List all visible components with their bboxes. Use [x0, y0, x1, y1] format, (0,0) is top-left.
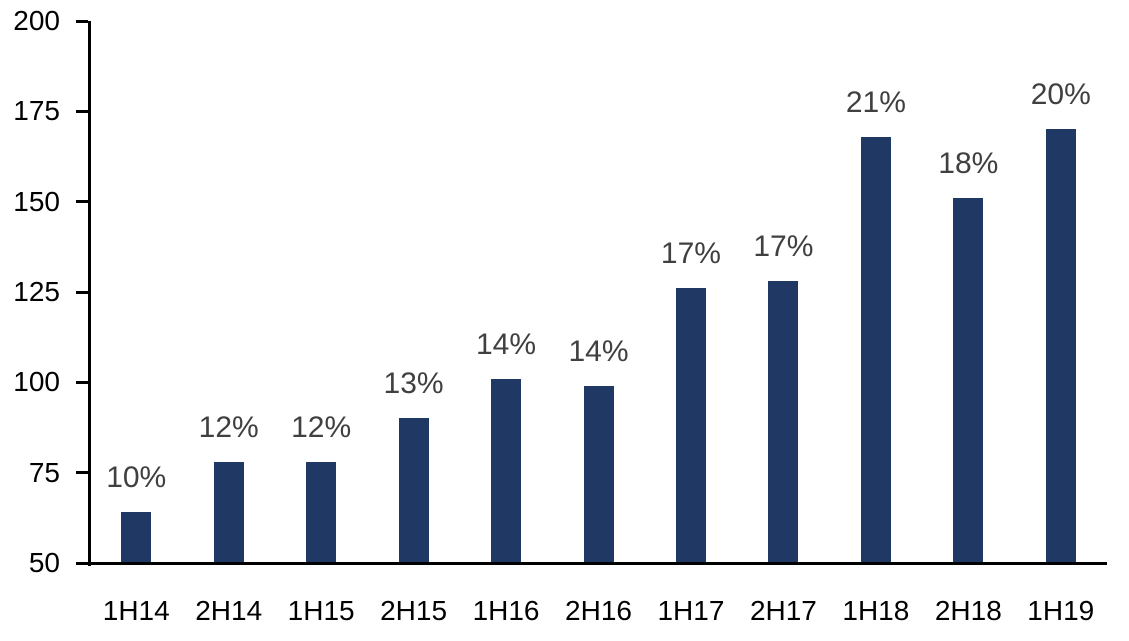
- bar-1H14: [121, 512, 152, 562]
- bar-value-label-1H17: 17%: [660, 237, 721, 271]
- x-tick-label-2H17: 2H17: [749, 595, 817, 626]
- bar-1H15: [306, 461, 337, 562]
- bar-1H18: [860, 136, 891, 562]
- y-tick-label-175: 175: [13, 95, 60, 127]
- y-tick-mark-75: [76, 471, 88, 475]
- bar-value-label-2H15: 13%: [383, 367, 444, 401]
- bar-1H17: [675, 288, 706, 562]
- bar-2H14: [213, 461, 244, 562]
- x-tick-label-1H17: 1H17: [657, 595, 725, 626]
- bar-value-label-2H16: 14%: [568, 334, 629, 368]
- y-tick-mark-200: [76, 19, 88, 23]
- x-tick-label-1H18: 1H18: [842, 595, 910, 626]
- y-tick-mark-50: [76, 561, 88, 565]
- x-tick-label-2H18: 2H18: [934, 595, 1002, 626]
- y-tick-label-75: 75: [28, 456, 60, 488]
- bar-value-label-1H15: 12%: [291, 410, 352, 444]
- bar-value-label-1H19: 20%: [1030, 78, 1091, 112]
- x-tick-label-1H14: 1H14: [102, 595, 170, 626]
- x-tick-label-1H16: 1H16: [472, 595, 540, 626]
- bar-value-label-2H14: 12%: [198, 410, 259, 444]
- y-tick-label-50: 50: [28, 547, 60, 578]
- bar-value-label-1H14: 10%: [106, 461, 167, 495]
- y-tick-label-150: 150: [13, 185, 60, 217]
- y-tick-label-125: 125: [13, 276, 60, 307]
- y-tick-mark-150: [76, 200, 88, 204]
- bar-value-label-2H17: 17%: [753, 230, 814, 264]
- y-axis-line: [88, 21, 91, 566]
- x-tick-label-1H19: 1H19: [1027, 595, 1095, 626]
- x-tick-label-2H16: 2H16: [565, 595, 632, 626]
- bar-2H16: [583, 385, 614, 562]
- bar-2H15: [398, 418, 429, 562]
- x-tick-label-2H14: 2H14: [195, 595, 263, 626]
- x-tick-label-2H15: 2H15: [380, 595, 448, 626]
- y-tick-label-200: 200: [13, 5, 60, 36]
- y-tick-mark-100: [76, 380, 88, 384]
- bar-value-label-1H18: 21%: [845, 85, 906, 119]
- bar-2H18: [953, 198, 984, 562]
- x-axis-line: [88, 562, 1107, 565]
- bar-value-label-1H16: 14%: [476, 327, 537, 361]
- y-tick-mark-175: [76, 109, 88, 113]
- y-tick-label-100: 100: [13, 366, 60, 398]
- bar-1H16: [491, 378, 522, 562]
- bar-2H17: [768, 281, 799, 562]
- y-tick-mark-125: [76, 290, 88, 294]
- bar-value-label-2H18: 18%: [938, 147, 999, 181]
- x-tick-label-1H15: 1H15: [287, 595, 355, 626]
- bar-1H19: [1045, 129, 1076, 562]
